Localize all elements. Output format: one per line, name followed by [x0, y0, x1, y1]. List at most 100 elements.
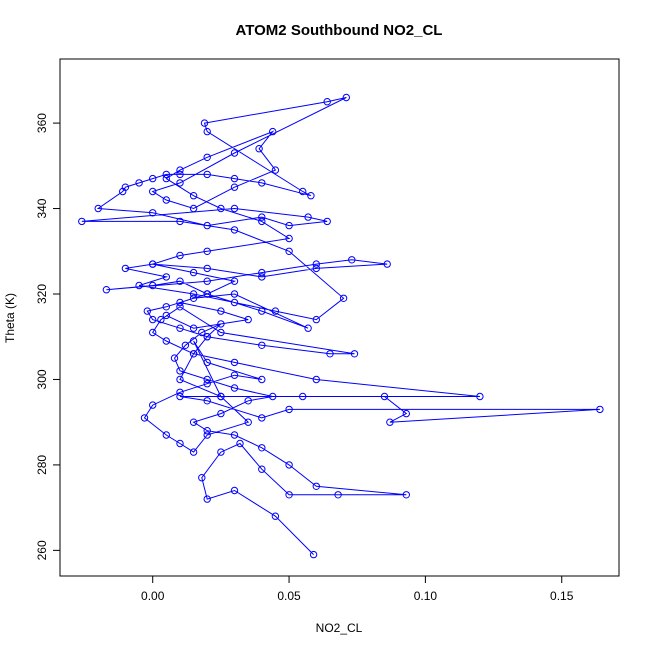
data-point — [189, 448, 198, 456]
x-axis: 0.00 0.05 0.10 0.15 — [141, 575, 574, 603]
data-point — [181, 341, 190, 349]
data-point — [203, 264, 211, 273]
data-point — [189, 350, 198, 358]
data-point — [162, 273, 171, 281]
data-point — [285, 461, 293, 469]
data-point — [203, 380, 211, 388]
data-point — [121, 183, 130, 191]
data-point — [217, 448, 225, 456]
data-point — [217, 328, 225, 337]
data-point — [143, 307, 152, 315]
data-point — [285, 491, 293, 499]
data-point — [348, 256, 356, 264]
data-point — [258, 465, 266, 473]
data-point — [162, 311, 171, 320]
data-point — [217, 392, 225, 401]
data-point — [189, 418, 198, 426]
data-point — [334, 491, 342, 499]
data-point — [299, 392, 307, 401]
data-point — [230, 183, 239, 191]
data-point — [94, 204, 102, 213]
data-point — [217, 307, 225, 315]
data-point — [323, 98, 331, 106]
data-point — [304, 324, 312, 332]
data-point — [162, 337, 171, 345]
data-point — [596, 405, 604, 414]
data-point — [342, 93, 350, 102]
data-point — [149, 260, 157, 268]
data-point — [121, 264, 130, 273]
data-point — [102, 286, 111, 294]
series-line — [81, 97, 600, 555]
data-point — [149, 209, 157, 217]
data-point — [176, 179, 184, 187]
data-point — [299, 187, 307, 196]
data-point — [312, 315, 320, 324]
x-tick-label: 0.05 — [277, 589, 301, 603]
data-point — [312, 260, 320, 268]
data-point — [217, 409, 225, 418]
data-point — [312, 482, 320, 490]
data-point — [269, 127, 277, 136]
data-point — [176, 375, 184, 384]
data-point — [236, 439, 244, 448]
data-point — [230, 358, 239, 367]
data-point — [189, 290, 198, 298]
chart-title: ATOM2 Southbound NO2_CL — [236, 22, 443, 39]
data-point — [203, 170, 211, 179]
data-point — [386, 418, 394, 426]
data-point — [203, 247, 211, 256]
data-point — [198, 328, 206, 337]
data-point — [176, 324, 184, 332]
data-point — [271, 512, 280, 520]
data-point — [203, 153, 211, 162]
y-tick-label: 320 — [35, 284, 49, 304]
data-point — [230, 431, 239, 439]
y-tick-label: 280 — [35, 455, 49, 475]
data-point — [189, 268, 198, 277]
data-point — [135, 179, 143, 187]
data-point — [230, 204, 239, 213]
data-point — [189, 192, 198, 200]
data-point — [285, 247, 293, 256]
data-point — [339, 294, 348, 302]
data-point — [244, 397, 252, 405]
x-axis-label: NO2_CL — [316, 621, 363, 635]
data-point — [176, 170, 184, 179]
data-point — [285, 405, 293, 414]
data-point — [230, 174, 239, 183]
data-point — [285, 221, 293, 230]
data-point — [258, 444, 266, 452]
data-point — [176, 367, 184, 375]
data-point — [258, 217, 266, 226]
data-point — [230, 277, 239, 285]
data-point — [176, 392, 184, 401]
data-point — [258, 213, 266, 221]
data-point — [203, 427, 211, 435]
data-point — [176, 217, 184, 226]
data-point — [200, 119, 209, 127]
data-point — [176, 251, 184, 260]
x-tick-label: 0.00 — [141, 589, 165, 603]
data-point — [162, 170, 171, 179]
data-point — [307, 192, 315, 200]
data-point — [176, 303, 184, 311]
data-point — [176, 388, 184, 396]
plot-frame — [59, 58, 620, 577]
y-axis: 260 280 300 320 340 360 — [35, 113, 61, 560]
data-point — [176, 439, 184, 448]
data-point — [189, 294, 198, 302]
data-point — [323, 217, 331, 226]
data-point — [135, 281, 143, 290]
data-point — [203, 495, 211, 503]
data-point — [176, 166, 184, 174]
data-point — [230, 290, 239, 298]
data-point — [258, 179, 266, 187]
data-point — [217, 320, 225, 328]
y-tick-label: 300 — [35, 369, 49, 389]
data-point — [230, 384, 239, 392]
data-point — [255, 145, 263, 153]
data-point — [230, 371, 239, 379]
data-point — [189, 324, 198, 332]
x-tick-label: 0.10 — [414, 589, 438, 603]
